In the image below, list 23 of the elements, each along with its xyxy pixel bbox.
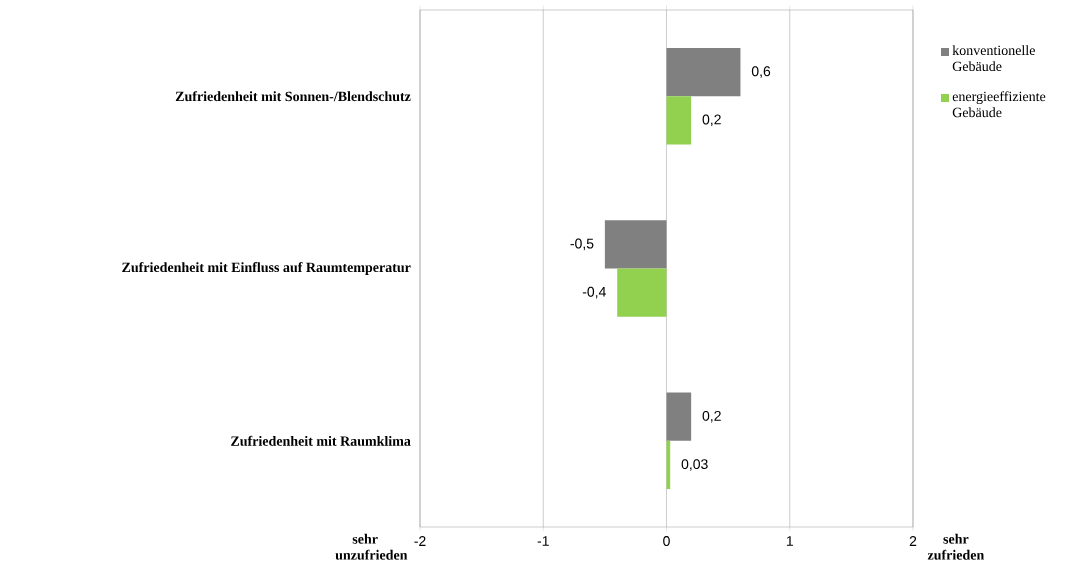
bar — [666, 47, 741, 97]
bar — [604, 220, 667, 269]
x-tick-label: 0 — [663, 536, 670, 547]
data-label: -0,5 — [570, 238, 594, 251]
y-tick-label: Zufriedenheit mit Raumklima — [231, 435, 411, 446]
x-tick-label: 2 — [909, 536, 917, 546]
x-tick-label: -2 — [414, 536, 426, 546]
legend-label: energieeffiziente Gebäude — [952, 91, 1046, 118]
data-label: 0,2 — [702, 410, 721, 423]
bar — [666, 96, 692, 145]
bar — [617, 268, 667, 317]
data-label: 0,03 — [681, 459, 708, 471]
legend-label: konventionelle Gebäude — [952, 45, 1035, 72]
data-label: 0,6 — [751, 66, 771, 78]
text: sehr zufrieden — [927, 533, 985, 560]
y-tick-label: Zufriedenheit mit Sonnen-/Blendschutz — [175, 91, 411, 102]
text: sehr unzufrieden — [335, 533, 408, 560]
data-label: -0,4 — [582, 286, 606, 299]
x-tick-label: 1 — [786, 536, 793, 546]
bar — [666, 392, 692, 441]
data-label: 0,2 — [702, 114, 721, 127]
x-tick-label: -1 — [537, 536, 549, 546]
y-tick-label: Zufriedenheit mit Einfluss auf Raumtemperatur — [122, 262, 411, 275]
